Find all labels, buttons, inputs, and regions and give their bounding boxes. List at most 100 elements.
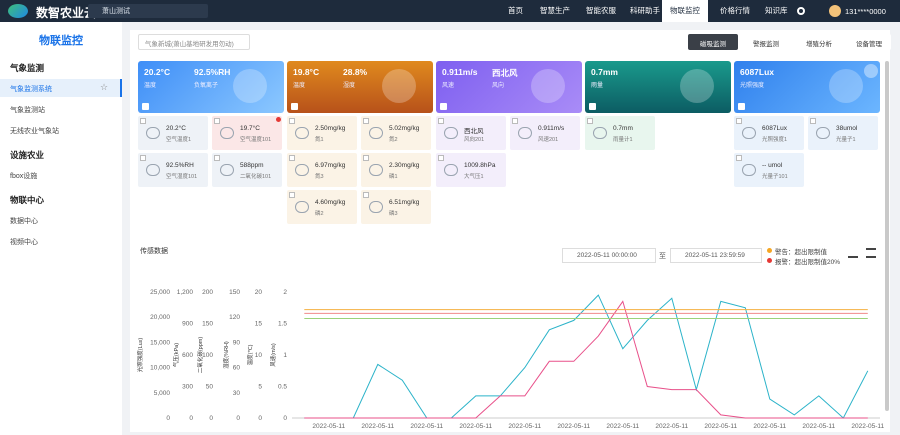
sensor-name: 磷2 xyxy=(315,211,324,217)
card-headline: 28.8% xyxy=(343,67,368,77)
scrollbar xyxy=(885,61,889,411)
menu-link[interactable]: 视频中心 xyxy=(0,232,122,250)
sensor-tile[interactable]: 4.60mg/kg 磷2 xyxy=(287,190,357,224)
date-start[interactable]: 2022-05-11 00:00:00 xyxy=(562,248,656,263)
sensor-tile[interactable]: 92.5%RH 空气湿度101 xyxy=(138,153,208,187)
tile-checkbox xyxy=(214,118,220,124)
menu-item[interactable]: 首页 xyxy=(508,6,523,15)
toolbar-button[interactable]: 增殖分析 xyxy=(797,34,841,50)
sensor-name: 大气压1 xyxy=(464,174,484,180)
sensor-tile[interactable]: 2.50mg/kg 氮1 xyxy=(287,116,357,150)
sensor-icon xyxy=(295,201,309,213)
sensor-tile[interactable]: 6.51mg/kg 磷3 xyxy=(361,190,431,224)
card-caption: 湿度 xyxy=(343,83,356,89)
toolbar-button[interactable]: 设备管理 xyxy=(847,34,891,50)
user-name[interactable]: 131****0000 xyxy=(845,7,886,16)
card-checkbox xyxy=(142,103,149,110)
sensor-tile[interactable]: 19.7°C 空气温度101 xyxy=(212,116,282,150)
sensor-name: 光照强度1 xyxy=(762,137,788,143)
sensor-tile[interactable]: 588ppm 二氧化碳101 xyxy=(212,153,282,187)
card-caption: 风速 xyxy=(442,83,455,89)
date-end-text: 2022-05-11 23:59:59 xyxy=(685,252,745,259)
menu-item[interactable]: 物联监控 xyxy=(662,0,708,22)
sensor-value: 19.7°C xyxy=(240,125,260,132)
menu-link[interactable]: 气象监测系统 ☆ xyxy=(0,79,122,97)
menu-link-text: 无线农业气象站 xyxy=(10,128,59,135)
menu-link[interactable]: 气象监测站 xyxy=(0,100,122,118)
menu-item[interactable]: 知识库 xyxy=(765,6,788,15)
weather-card[interactable]: 20.2°C 92.5%RH 温度 负氧离子 xyxy=(138,61,284,113)
sensor-icon xyxy=(295,164,309,176)
sensor-icon xyxy=(816,127,830,139)
card-caption: 温度 xyxy=(144,83,157,89)
card-caption: 温度 xyxy=(293,83,306,89)
sensor-tile[interactable]: 2.30mg/kg 磷1 xyxy=(361,153,431,187)
sensor-tile[interactable]: 0.7mm 雨量计1 xyxy=(585,116,655,150)
menu-link[interactable]: 数据中心 xyxy=(0,211,122,229)
sensor-tile[interactable]: 1009.8hPa 大气压1 xyxy=(436,153,506,187)
sensor-tile[interactable]: 5.02mg/kg 氮2 xyxy=(361,116,431,150)
weather-card[interactable]: 6087Lux 光照强度 xyxy=(734,61,880,113)
card-caption: 光照强度 xyxy=(740,83,765,89)
menu-item[interactable]: 智慧生产 xyxy=(540,6,570,15)
weather-card[interactable]: 0.911m/s 西北风 风速 风向 xyxy=(436,61,582,113)
tile-checkbox xyxy=(289,155,295,161)
tile-checkbox xyxy=(214,155,220,161)
menu-link[interactable]: fbox设施 xyxy=(0,166,122,184)
date-separator: 至 xyxy=(659,253,666,260)
sensor-value: 92.5%RH xyxy=(166,162,194,169)
sensor-tile[interactable]: -- umol 光量子101 xyxy=(734,153,804,187)
sensor-icon xyxy=(518,127,532,139)
sensor-name: 风向201 xyxy=(464,137,485,143)
sensor-icon xyxy=(369,127,383,139)
download-icon[interactable] xyxy=(848,248,858,258)
menu-link[interactable]: 无线农业气象站 xyxy=(0,121,122,139)
date-end[interactable]: 2022-05-11 23:59:59 xyxy=(670,248,762,263)
weather-card[interactable]: 0.7mm 雨量 xyxy=(585,61,731,113)
toolbar-button-text: 设备管理 xyxy=(856,41,882,48)
sensor-icon xyxy=(444,127,458,139)
main-panel: 气象新城(萧山基地研发用勿动) 磁吸监测 警报监测 增殖分析 设备管理 20.2°C 92.… xyxy=(130,30,891,432)
sensor-tile[interactable]: 西北风 风向201 xyxy=(436,116,506,150)
sensor-icon xyxy=(220,164,234,176)
sensor-tile[interactable]: 6087Lux 光照强度1 xyxy=(734,116,804,150)
tile-checkbox xyxy=(736,118,742,124)
card-checkbox xyxy=(589,103,596,110)
card-illustration xyxy=(680,69,714,103)
sensor-tile[interactable]: 38umol 光量子1 xyxy=(808,116,878,150)
menu-item[interactable]: 智能农服 xyxy=(586,6,616,15)
sensor-tile[interactable]: 6.97mg/kg 氮3 xyxy=(287,153,357,187)
settings-icon[interactable] xyxy=(797,7,805,15)
menu-icon[interactable] xyxy=(866,248,876,258)
sensor-icon xyxy=(146,127,160,139)
toolbar-button[interactable]: 警报监测 xyxy=(744,34,788,50)
card-headline: 0.911m/s xyxy=(442,67,478,77)
sensor-name: 氮3 xyxy=(315,174,324,180)
sensor-name: 空气温度1 xyxy=(166,137,192,143)
menu-item[interactable]: 科研助手 xyxy=(630,6,660,15)
avatar[interactable] xyxy=(829,5,841,17)
sensor-value: 588ppm xyxy=(240,162,264,169)
card-next-arrow[interactable] xyxy=(864,64,878,78)
card-caption: 雨量 xyxy=(591,83,604,89)
menu-item[interactable]: 价格行情 xyxy=(720,6,750,15)
group-heading: 物联中心 xyxy=(10,195,45,205)
card-illustration xyxy=(829,69,863,103)
weather-card[interactable]: 19.8°C 28.8% 温度 湿度 xyxy=(287,61,433,113)
tile-checkbox xyxy=(512,118,518,124)
tile-checkbox xyxy=(140,118,146,124)
toolbar-button-text: 警报监测 xyxy=(753,41,779,48)
sensor-name: 光量子101 xyxy=(762,174,788,180)
sensor-tile[interactable]: 0.911m/s 风速201 xyxy=(510,116,580,150)
toolbar-button[interactable]: 磁吸监测 xyxy=(688,34,738,50)
sensor-name: 光量子1 xyxy=(836,137,856,143)
station-select[interactable]: 气象新城(萧山基地研发用勿动) xyxy=(138,34,250,50)
tile-checkbox xyxy=(363,118,369,124)
legend-dot xyxy=(767,248,772,253)
toolbar-button-text: 磁吸监测 xyxy=(700,41,726,48)
site-select[interactable]: 萧山测试 xyxy=(88,4,208,18)
sensor-tile[interactable]: 20.2°C 空气温度1 xyxy=(138,116,208,150)
card-headline: 6087Lux xyxy=(740,67,775,77)
sensor-value: 6.97mg/kg xyxy=(315,162,346,169)
